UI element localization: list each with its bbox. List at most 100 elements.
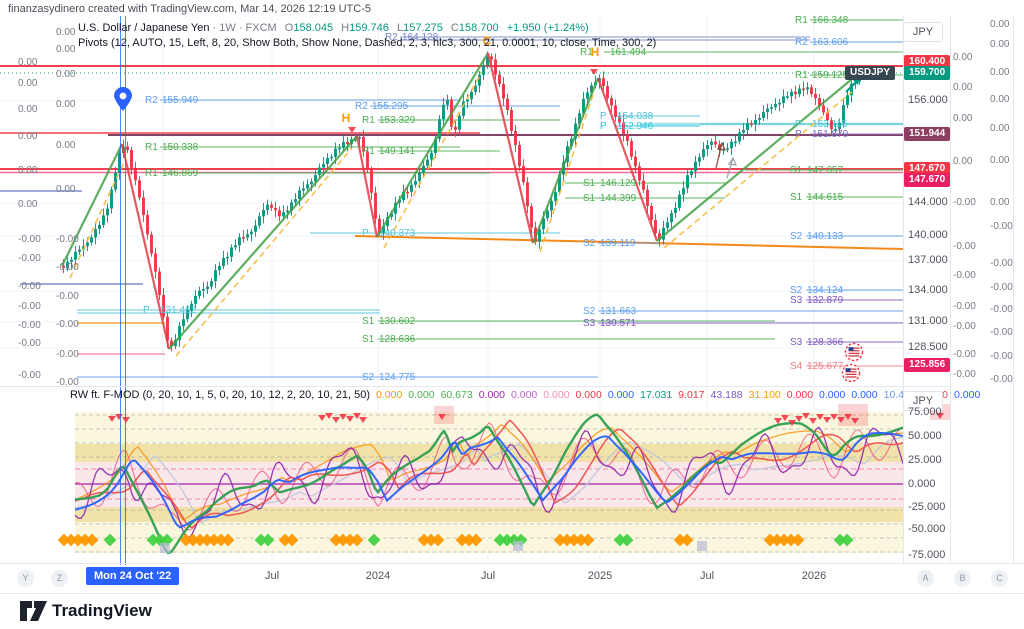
candle-body bbox=[522, 166, 525, 183]
price-level-badge: 147.670 bbox=[904, 162, 951, 176]
pivot-value-label: 130.571 bbox=[600, 318, 637, 329]
oscillator-axis-label[interactable]: 75.000 bbox=[908, 406, 942, 418]
right-scale-value: -0.00 bbox=[990, 351, 1013, 362]
pivot-value-label: 134.124 bbox=[807, 285, 844, 296]
candle-body bbox=[214, 270, 217, 282]
time-axis-tick[interactable]: Jul bbox=[699, 570, 715, 582]
time-axis-tick[interactable]: Jul bbox=[264, 570, 280, 582]
sell-triangle-icon bbox=[339, 414, 347, 420]
right-scale-value: -0.00 bbox=[990, 327, 1013, 338]
left-scale-value: 0.00 bbox=[56, 44, 76, 55]
osc-line-magenta bbox=[74, 422, 904, 531]
drawing-anchor-button-a[interactable]: A bbox=[917, 570, 934, 587]
oscillator-axis-label[interactable]: 0.000 bbox=[908, 478, 936, 490]
price-axis-label[interactable]: 134.000 bbox=[908, 284, 948, 296]
time-axis-tick[interactable]: 2024 bbox=[365, 570, 391, 582]
candle-body bbox=[322, 164, 325, 168]
pivot-name-label: R2 bbox=[355, 101, 368, 112]
symbol-legend[interactable]: U.S. Dollar / Japanese Yen · 1W · FXCM O… bbox=[78, 22, 589, 34]
candle-body bbox=[830, 120, 833, 130]
candle-body bbox=[490, 56, 493, 60]
rw-indicator-legend[interactable]: RW ft. F-MOD (0, 20, 10, 1, 5, 0, 20, 10… bbox=[70, 389, 980, 401]
candle-body bbox=[786, 96, 789, 98]
right-scale-value: 0.00 bbox=[990, 155, 1010, 166]
candle-body bbox=[382, 226, 385, 233]
pivot-name-label: S1 bbox=[583, 178, 596, 189]
candle-body bbox=[238, 237, 241, 246]
candle-body bbox=[138, 180, 141, 198]
candle-body bbox=[582, 98, 585, 114]
drawing-anchor-button-b[interactable]: B bbox=[954, 570, 971, 587]
pivot-value-label: 153.115 bbox=[812, 119, 848, 130]
oscillator-axis-label[interactable]: 50.000 bbox=[908, 430, 942, 442]
tradingview-logo-icon[interactable] bbox=[20, 600, 48, 624]
drawing-anchor-button-y[interactable]: Y bbox=[17, 570, 34, 587]
pivot-name-label: S2 bbox=[790, 285, 803, 296]
price-axis-label[interactable]: 137.000 bbox=[908, 254, 948, 266]
candle-body bbox=[798, 88, 801, 95]
right-scale-value: -0.00 bbox=[953, 321, 976, 332]
candle-body bbox=[354, 138, 357, 141]
price-axis-label[interactable]: 128.500 bbox=[908, 341, 948, 353]
candle-body bbox=[498, 74, 501, 85]
pivot-value-label: 131.462 bbox=[160, 305, 197, 316]
price-level-badge: 147.670 bbox=[904, 173, 951, 187]
pivot-name-label: P bbox=[795, 119, 802, 130]
candle-body bbox=[462, 101, 465, 116]
pivot-name-label: S2 bbox=[790, 231, 803, 242]
rw-indicator-value: 17.031 bbox=[640, 389, 673, 401]
price-axis-label[interactable]: 140.000 bbox=[908, 229, 948, 241]
right-scale-value: 0.00 bbox=[990, 94, 1010, 105]
right-scale-value: 0.00 bbox=[953, 82, 973, 93]
price-axis-label[interactable]: 156.000 bbox=[908, 94, 948, 106]
price-scale-currency-button[interactable]: JPY bbox=[903, 22, 943, 42]
scale2-border bbox=[950, 16, 951, 563]
candle-body bbox=[506, 98, 509, 110]
candle-body bbox=[162, 295, 165, 317]
price-sell-triangle-icon bbox=[590, 69, 598, 75]
left-scale-value: -0.00 bbox=[56, 234, 79, 245]
crosshair-date-badge: Mon 24 Oct '22 bbox=[86, 567, 180, 585]
rw-indicator-value: 9.017 bbox=[678, 389, 705, 401]
zigzag-line bbox=[120, 143, 171, 350]
rw-indicator-title[interactable]: RW ft. F-MOD (0, 20, 10, 1, 5, 0, 20, 10… bbox=[70, 389, 371, 401]
pivot-value-label: 154.038 bbox=[617, 111, 654, 122]
drawing-anchor-button-z[interactable]: Z bbox=[51, 570, 68, 587]
pivot-name-label: R1 bbox=[362, 146, 375, 157]
time-axis-tick[interactable]: Jul bbox=[480, 570, 496, 582]
symbol-title[interactable]: U.S. Dollar / Japanese Yen bbox=[78, 22, 210, 34]
right-scale-value: -0.00 bbox=[990, 304, 1013, 315]
price-axis-label[interactable]: 144.000 bbox=[908, 196, 948, 208]
right-scale-value: -0.00 bbox=[990, 374, 1013, 385]
sell-triangle-icon bbox=[108, 416, 116, 422]
candle-body bbox=[478, 74, 481, 86]
price-axis-label[interactable]: 131.000 bbox=[908, 315, 948, 327]
tradingview-logo-text[interactable]: TradingView bbox=[52, 601, 152, 620]
oscillator-axis-label[interactable]: -50.000 bbox=[908, 523, 946, 535]
oscillator-axis-label[interactable]: -75.000 bbox=[908, 549, 946, 561]
time-axis-tick[interactable]: 2026 bbox=[801, 570, 827, 582]
panel-divider[interactable] bbox=[0, 386, 950, 387]
sell-triangle-icon bbox=[830, 414, 838, 420]
right-scale-value: -0.00 bbox=[953, 197, 976, 208]
sell-triangle-icon bbox=[781, 415, 789, 421]
candle-body bbox=[90, 237, 93, 243]
pivots-indicator-legend[interactable]: Pivots (12, AUTO, 15, Left, 8, 20, Show … bbox=[78, 37, 657, 49]
oscillator-axis-label[interactable]: 25.000 bbox=[908, 454, 942, 466]
candle-body bbox=[774, 104, 777, 108]
candle-body bbox=[86, 242, 89, 247]
candle-body bbox=[338, 147, 341, 150]
candle-body bbox=[262, 210, 265, 217]
candle-body bbox=[630, 140, 633, 157]
oscillator-axis-label[interactable]: -25.000 bbox=[908, 501, 946, 513]
pivot-value-label: 155.295 bbox=[372, 101, 409, 112]
right-scale-value: -0.00 bbox=[953, 270, 976, 281]
zigzag-line bbox=[168, 135, 358, 350]
time-axis-tick[interactable]: 2025 bbox=[587, 570, 613, 582]
candle-body bbox=[650, 205, 653, 220]
drawing-anchor-button-c[interactable]: C bbox=[991, 570, 1008, 587]
pivot-name-label: P bbox=[362, 228, 369, 239]
candle-body bbox=[446, 99, 449, 105]
pivot-name-label: P bbox=[795, 129, 802, 140]
